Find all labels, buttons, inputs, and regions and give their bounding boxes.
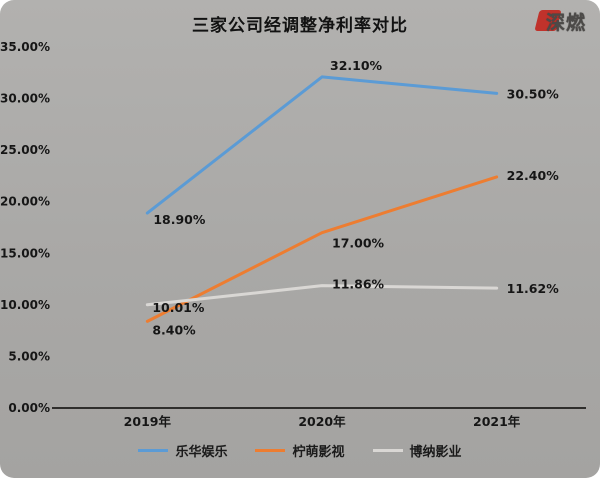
- series-line-2: [145, 284, 499, 307]
- x-axis-label: 2019年: [124, 414, 172, 429]
- legend-item-bona: 博纳影业: [372, 441, 462, 460]
- y-tick-label: 20.00%: [0, 195, 50, 209]
- chart-legend: 乐华娱乐 柠萌影视 博纳影业: [0, 441, 600, 460]
- x-axis-label: 2021年: [473, 414, 521, 429]
- y-tick-label: 25.00%: [0, 143, 50, 157]
- data-label: 8.40%: [152, 322, 196, 337]
- legend-item-ningmeng: 柠萌影视: [255, 441, 345, 460]
- data-label: 18.90%: [153, 212, 206, 227]
- legend-item-lehua: 乐华娱乐: [138, 441, 227, 460]
- legend-label: 乐华娱乐: [175, 445, 228, 460]
- y-tick-label: 35.00%: [0, 40, 50, 54]
- chart-title: 三家公司经调整净利率对比: [192, 16, 408, 36]
- y-tick-label: 0.00%: [8, 401, 50, 415]
- data-label: 11.86%: [332, 277, 385, 292]
- data-label: 22.40%: [507, 168, 560, 183]
- series-line-0: [145, 75, 499, 215]
- shenran-logo: 深燃: [526, 5, 586, 37]
- data-label: 30.50%: [507, 86, 560, 101]
- y-tick-label: 10.00%: [0, 298, 50, 312]
- y-tick-label: 5.00%: [8, 349, 50, 363]
- legend-swatch-lehua: [138, 449, 169, 452]
- x-axis-label: 2020年: [298, 414, 346, 429]
- logo-text: 深燃: [545, 12, 586, 34]
- data-label: 10.01%: [152, 300, 205, 315]
- data-label: 17.00%: [332, 236, 385, 251]
- data-label: 32.10%: [330, 58, 383, 73]
- y-tick-label: 30.00%: [0, 92, 50, 106]
- data-label: 11.62%: [507, 281, 560, 296]
- legend-label: 博纳影业: [409, 445, 462, 460]
- legend-swatch-ningmeng: [255, 449, 286, 452]
- y-tick-label: 15.00%: [0, 246, 50, 260]
- legend-label: 柠萌影视: [292, 445, 345, 460]
- series-line-1: [145, 175, 499, 323]
- legend-swatch-bona: [372, 449, 403, 452]
